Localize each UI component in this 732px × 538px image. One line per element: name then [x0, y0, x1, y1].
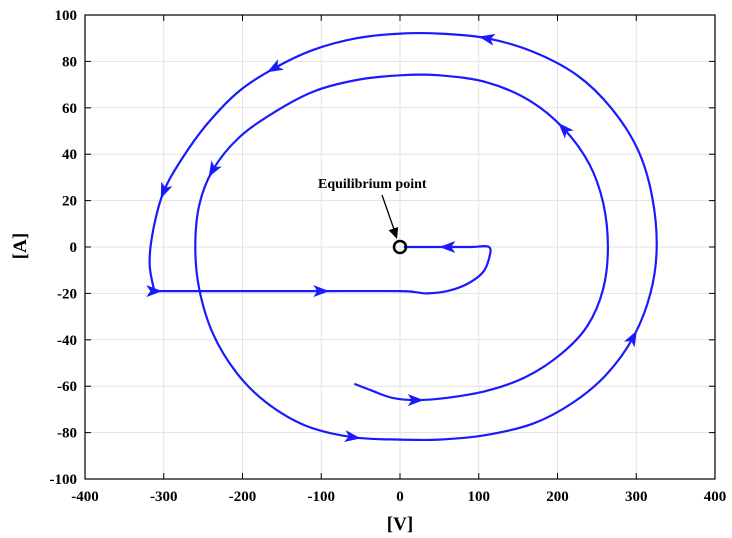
y-tick-label: 80 [62, 54, 77, 70]
direction-arrows [146, 33, 637, 442]
y-tick-label: 60 [62, 101, 77, 117]
direction-arrow [267, 59, 284, 73]
annotation-text: Equilibrium point [318, 177, 427, 192]
direction-arrow [208, 160, 222, 178]
equilibrium-marker [392, 239, 408, 255]
axes: -400 -300 -200 -100 0 100 200 300 400-100-80-60-… [50, 8, 727, 505]
direction-arrow [439, 241, 456, 253]
x-tick-label: -100 [308, 489, 336, 505]
annotation-arrowhead [388, 226, 399, 239]
annotation-pointer [381, 194, 397, 236]
x-tick-label: -300 [150, 489, 178, 505]
grid [84, 14, 716, 480]
x-tick-label: 400 [704, 489, 727, 505]
y-tick-label: -80 [57, 426, 77, 442]
direction-arrow [146, 285, 163, 298]
y-axis-label: [A] [10, 233, 31, 259]
direction-arrow [344, 430, 361, 442]
direction-arrow [313, 285, 330, 298]
y-tick-label: -100 [50, 472, 78, 488]
y-tick-label: -60 [57, 379, 77, 395]
direction-arrow [558, 122, 574, 139]
direction-arrow [478, 33, 496, 46]
y-tick-label: 100 [55, 8, 78, 24]
x-tick-label: -200 [229, 489, 257, 505]
x-tick-label: -400 [71, 489, 99, 505]
direction-arrow [407, 394, 424, 407]
x-axis-label: [V] [387, 514, 413, 535]
x-tick-label: 300 [625, 489, 648, 505]
y-tick-label: -40 [57, 333, 77, 349]
direction-arrow [160, 181, 173, 199]
y-tick-label: 0 [70, 240, 78, 256]
y-tick-label: -20 [57, 286, 77, 302]
x-tick-label: 100 [468, 489, 491, 505]
y-tick-label: 40 [62, 147, 77, 163]
x-tick-label: 0 [396, 489, 404, 505]
x-tick-label: 200 [546, 489, 569, 505]
direction-arrow [624, 330, 637, 348]
y-tick-label: 20 [62, 194, 77, 210]
annotation: Equilibrium point [318, 177, 427, 255]
